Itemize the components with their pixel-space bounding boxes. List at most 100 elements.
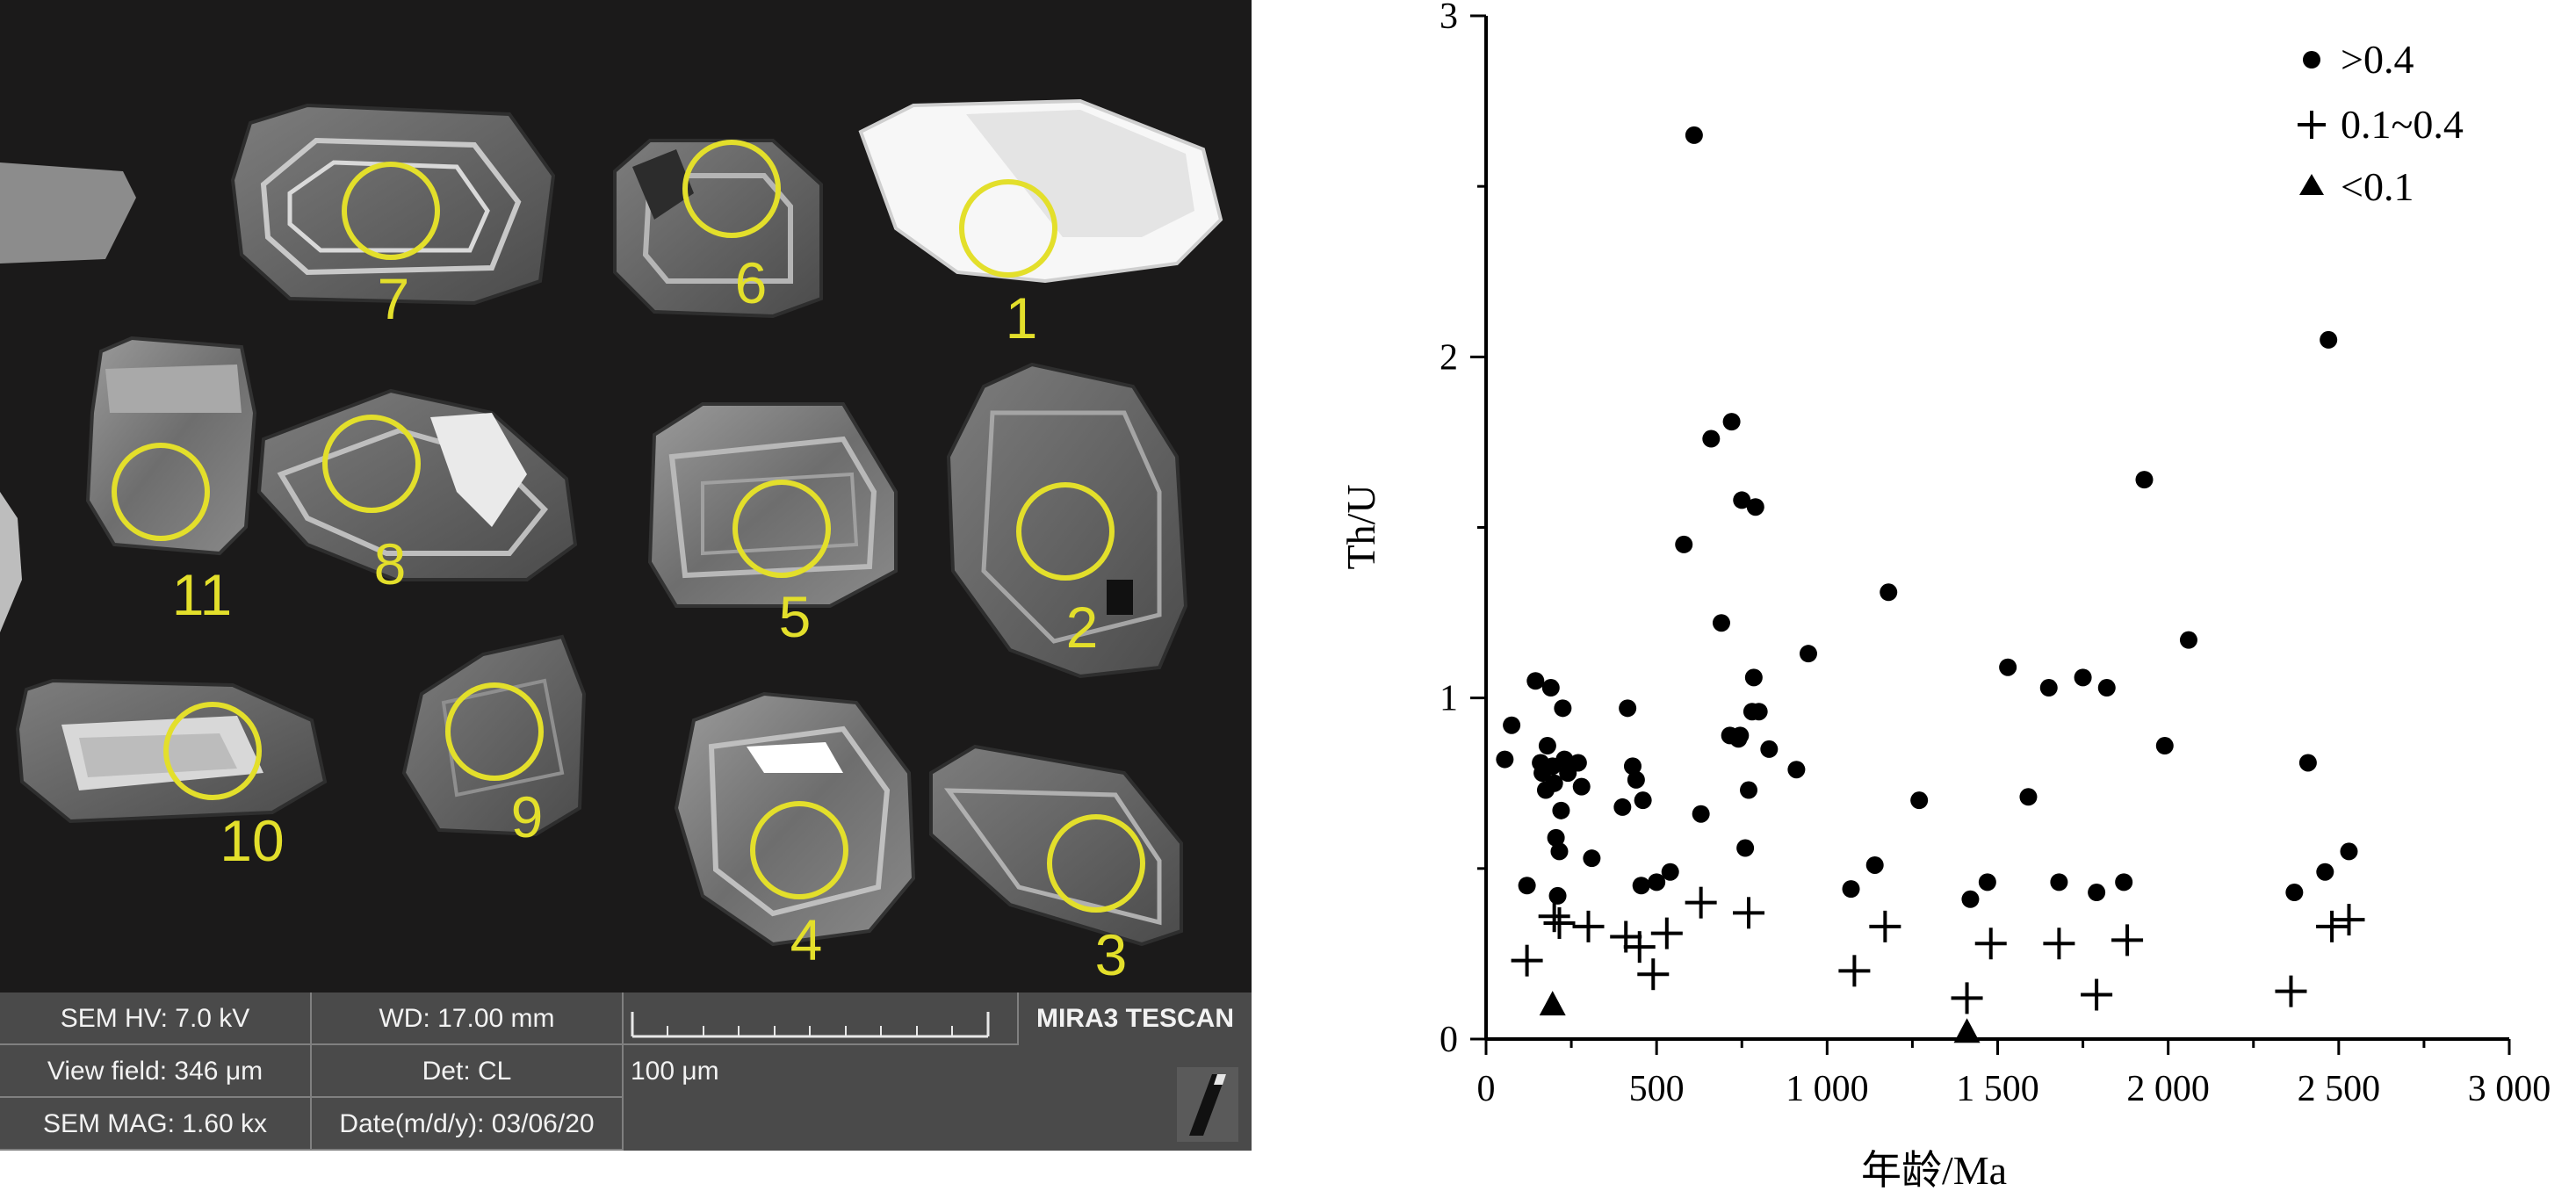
x-tick-label: 1 500 — [1956, 1069, 2039, 1109]
data-point-circle — [1554, 699, 1572, 718]
data-point-circle — [1619, 699, 1637, 718]
data-point-circle — [1572, 777, 1591, 796]
chart-legend: >0.4 0.1~0.4 <0.1 — [2298, 37, 2464, 209]
data-point-plus — [1869, 910, 1901, 942]
data-point-plus — [2043, 928, 2075, 960]
data-point-circle — [1541, 679, 1560, 697]
grain-partial-mid-left — [0, 492, 22, 632]
data-point-circle — [1787, 761, 1806, 779]
data-point-circle — [1712, 614, 1730, 632]
data-point-circle — [1746, 498, 1764, 516]
data-point-circle — [1548, 886, 1567, 905]
data-point-circle — [2050, 873, 2068, 891]
data-point-plus — [1650, 917, 1683, 949]
y-tick-label: 1 — [1440, 679, 1458, 719]
tescan-logo-icon — [1177, 1067, 1238, 1142]
data-point-plus — [1538, 900, 1570, 933]
scale-bar — [624, 992, 1019, 1045]
data-point-circle — [1736, 839, 1755, 857]
data-point-circle — [1702, 429, 1721, 448]
data-point-circle — [1518, 877, 1536, 895]
data-point-circle — [1744, 668, 1763, 687]
data-point-circle — [1692, 805, 1710, 823]
data-point-plus — [1623, 931, 1656, 964]
legend-label-mid: 0.1~0.4 — [2341, 102, 2464, 147]
sem-info-bar: SEM HV: 7.0 kV WD: 17.00 mm View field: … — [0, 992, 1252, 1151]
data-point-circle — [1569, 754, 1587, 772]
data-point-circle — [1731, 726, 1750, 745]
data-point-circle — [1740, 781, 1758, 799]
x-tick-label: 3 000 — [2468, 1069, 2551, 1109]
data-point-circle — [1545, 774, 1563, 792]
detector-text: Det: CL — [312, 1045, 624, 1098]
y-tick-label: 3 — [1440, 0, 1458, 37]
grain-8: 8 — [256, 388, 578, 596]
data-point-circle — [1550, 842, 1569, 861]
data-point-circle — [1632, 877, 1650, 895]
data-point-circle — [1961, 890, 1980, 908]
legend-marker-triangle — [2299, 174, 2324, 195]
data-point-plus — [1637, 958, 1670, 991]
data-point-circle — [1733, 491, 1751, 509]
data-point-circle — [1526, 672, 1545, 690]
grain-6: 6 — [613, 139, 823, 319]
data-point-plus — [1733, 897, 1765, 929]
grain-9: 9 — [401, 634, 587, 849]
data-point-circle — [2019, 788, 2038, 806]
data-point-circle — [1623, 757, 1642, 776]
data-point-circle — [1999, 658, 2017, 676]
view-field-text: View field: 346 μm — [0, 1045, 312, 1098]
data-point-circle — [1799, 645, 1817, 663]
chart-marks — [1496, 126, 2365, 1043]
sem-cl-image: 7 6 1 11 — [0, 98, 1223, 987]
data-point-plus — [1685, 886, 1717, 919]
sem-hv-text: SEM HV: 7.0 kV — [0, 992, 312, 1045]
sem-mag-text: SEM MAG: 1.60 kx — [0, 1098, 312, 1151]
grain-2: 2 — [946, 362, 1188, 679]
data-point-plus — [1974, 928, 2007, 960]
microscope-brand-text: MIRA3 TESCAN — [1035, 1004, 1234, 1033]
data-point-circle — [1496, 750, 1514, 769]
y-axis-title: Th/U — [1339, 484, 1383, 569]
data-point-circle — [1865, 855, 1884, 874]
data-point-triangle — [1953, 1018, 1981, 1043]
scale-bar-label: 100 μm — [631, 1057, 719, 1086]
grain-label-3: 3 — [1095, 922, 1128, 987]
data-point-circle — [1750, 703, 1768, 721]
data-point-plus — [1951, 982, 1983, 1014]
grain-label-7: 7 — [378, 266, 410, 331]
grain-label-5: 5 — [779, 584, 812, 649]
grain-label-10: 10 — [220, 808, 284, 873]
grain-label-4: 4 — [790, 907, 823, 972]
working-distance-text: WD: 17.00 mm — [312, 992, 624, 1045]
data-point-plus — [1838, 955, 1871, 987]
x-tick-label: 0 — [1477, 1069, 1496, 1109]
data-point-circle — [1503, 716, 1521, 734]
data-point-circle — [1583, 849, 1601, 868]
data-point-circle — [1910, 791, 1929, 810]
legend-marker-circle — [2303, 51, 2320, 69]
x-tick-label: 500 — [1629, 1069, 1685, 1109]
data-point-circle — [1648, 873, 1666, 891]
data-point-circle — [2097, 679, 2116, 697]
data-point-plus — [2275, 975, 2307, 1007]
grain-5: 5 — [647, 402, 898, 649]
y-tick-label: 2 — [1440, 337, 1458, 378]
data-point-triangle — [1539, 991, 1566, 1016]
data-point-plus — [1543, 906, 1576, 939]
data-point-plus — [1511, 944, 1543, 977]
y-tick-label: 0 — [1440, 1020, 1458, 1060]
data-point-circle — [1685, 126, 1703, 144]
grain-label-6: 6 — [735, 250, 768, 315]
grain-partial-top-left — [0, 162, 136, 263]
data-point-circle — [2039, 679, 2058, 697]
data-point-circle — [1538, 737, 1556, 755]
x-tick-label: 2 000 — [2126, 1069, 2210, 1109]
data-point-circle — [2285, 884, 2304, 902]
data-point-circle — [2179, 631, 2197, 649]
data-point-circle — [1842, 880, 1860, 899]
grain-4: 4 — [674, 691, 916, 972]
data-point-circle — [2155, 737, 2174, 755]
data-point-circle — [1552, 801, 1570, 819]
